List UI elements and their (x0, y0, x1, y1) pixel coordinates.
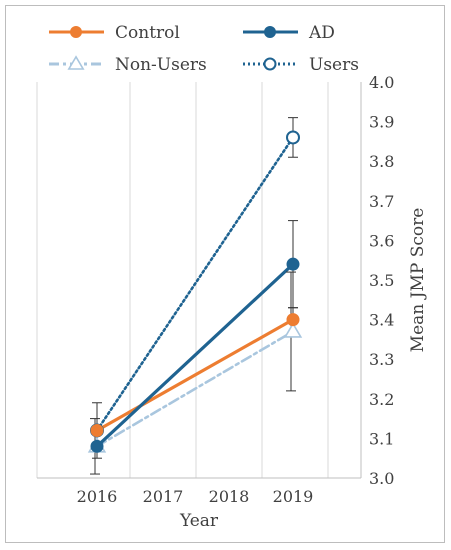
x-tick-label: 2017 (143, 487, 184, 506)
legend-marker (67, 55, 85, 70)
legend-item-control: Control (49, 23, 180, 43)
x-tick-label: 2019 (273, 487, 314, 506)
legend: Control AD Non-Users Users (49, 23, 359, 75)
x-axis-title: Year (179, 511, 219, 531)
series-line-non-users (95, 330, 295, 448)
legend-marker (70, 26, 82, 38)
axes (37, 82, 362, 479)
data-point (286, 130, 300, 145)
series-line-users (95, 136, 295, 432)
legend-item-ad: AD (243, 23, 335, 43)
legend-item-non-users: Non-Users (49, 55, 207, 75)
y-tick-label: 3.1 (369, 429, 394, 448)
error-bars (90, 117, 298, 475)
legend-label: Non-Users (115, 55, 207, 75)
y-tick-label: 3.7 (369, 192, 394, 211)
y-tick-label: 3.6 (369, 231, 394, 250)
data-point (286, 313, 300, 327)
legend-label: AD (308, 23, 335, 43)
y-tick-label: 3.8 (369, 152, 394, 171)
legend-label: Control (115, 23, 180, 43)
legend-item-users: Users (243, 55, 359, 75)
data-point (90, 439, 104, 453)
data-point (90, 423, 104, 437)
y-tick-label: 3.5 (369, 271, 394, 290)
data-markers (87, 130, 303, 453)
chart-frame (5, 5, 445, 543)
y-tick-label: 3.0 (369, 469, 394, 488)
y-tick-label: 4.0 (369, 73, 394, 92)
y-tick-label: 3.2 (369, 390, 394, 409)
data-point (286, 257, 300, 271)
y-tick-label: 3.3 (369, 350, 394, 369)
legend-marker (263, 57, 277, 71)
data-point (283, 322, 303, 338)
y-tick-label: 3.4 (369, 311, 394, 330)
axis-labels: 3.0 3.1 3.2 3.3 3.4 3.5 3.6 3.7 3.8 3.9 4.0 2016 201… (77, 73, 428, 531)
x-tick-label: 2016 (77, 487, 118, 506)
series-lines (95, 136, 295, 448)
series-line-control (95, 318, 295, 433)
legend-label: Users (309, 55, 359, 75)
grid-lines (36, 82, 329, 478)
x-tick-label: 2018 (209, 487, 250, 506)
y-tick-label: 3.9 (369, 113, 394, 132)
series-line-ad (95, 262, 295, 448)
legend-marker (264, 26, 276, 38)
y-axis-title: Mean JMP Score (408, 208, 428, 353)
